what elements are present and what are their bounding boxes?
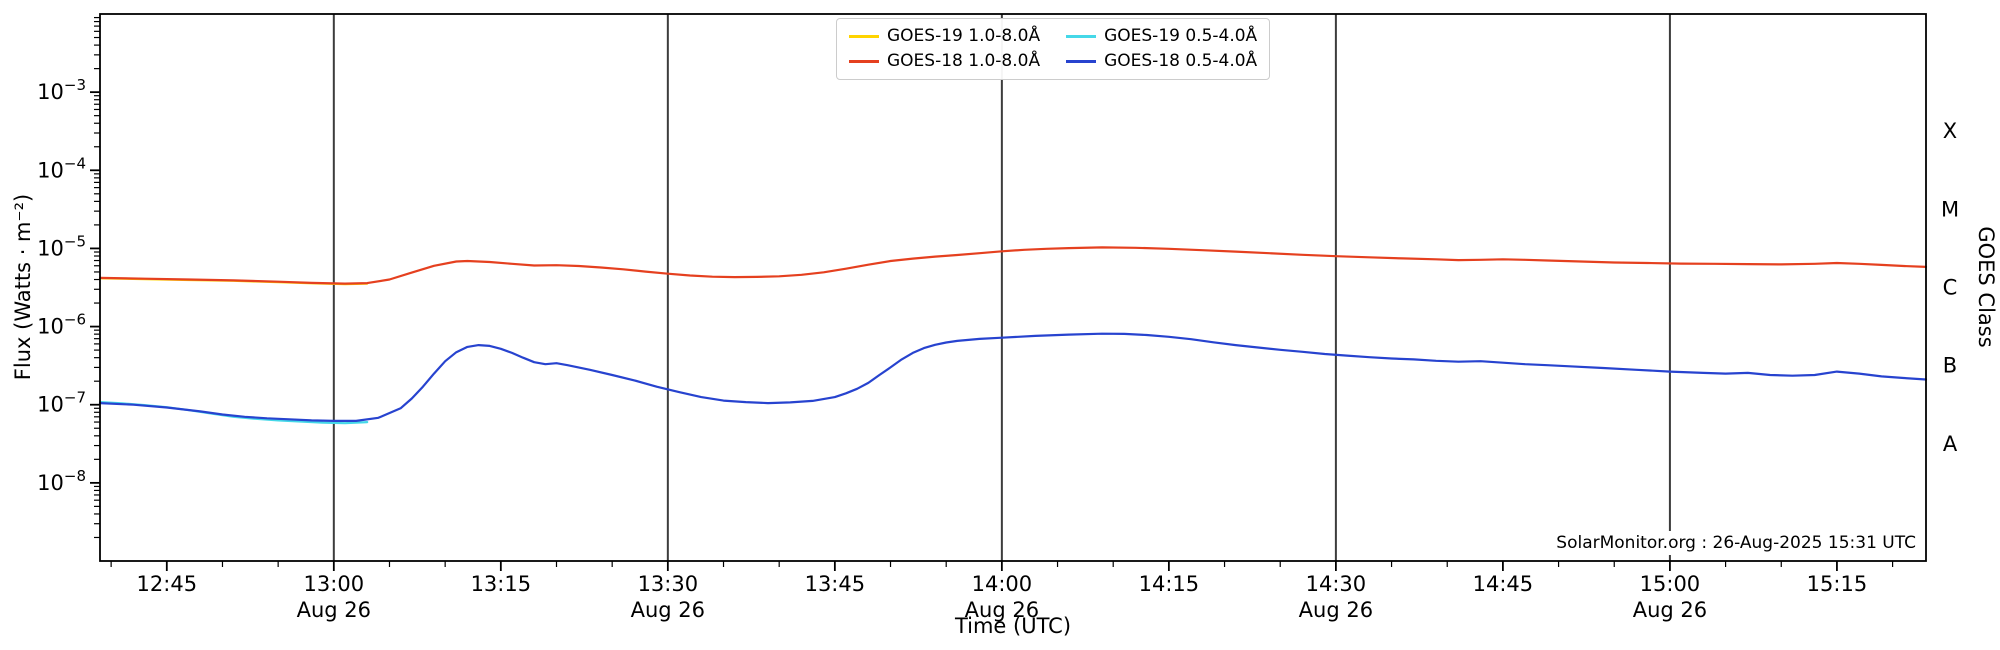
x-tick-label: 15:00 [1640, 572, 1701, 596]
x-tick-sublabel: Aug 26 [1633, 598, 1707, 622]
legend-label-goes18-short: GOES-18 0.5-4.0Å [1104, 51, 1258, 72]
y-tick-label: 10−7 [37, 389, 86, 417]
y-axis-label: Flux (Watts · m⁻²) [11, 193, 35, 381]
goes-class-label-B: B [1943, 354, 1957, 378]
source-annotation: SolarMonitor.org : 26-Aug-2025 15:31 UTC [1550, 531, 1922, 555]
x-tick-sublabel: Aug 26 [965, 598, 1039, 622]
legend-swatch-goes18-long [849, 60, 879, 64]
x-tick-label: 14:15 [1139, 572, 1200, 596]
x-tick-label: 13:30 [638, 572, 699, 596]
x-tick-label: 13:45 [805, 572, 866, 596]
x-tick-sublabel: Aug 26 [1299, 598, 1373, 622]
series-line-GOES-18 1.0-8.0Å [98, 246, 1928, 285]
legend-swatch-goes19-long [849, 34, 879, 38]
legend-swatch-goes18-short [1066, 60, 1097, 64]
goes-class-label-A: A [1943, 432, 1958, 456]
x-tick-label: 15:15 [1807, 572, 1868, 596]
x-axis-label: Time (UTC) [954, 614, 1072, 638]
legend-swatch-goes19-short [1066, 34, 1097, 38]
goes-class-label-X: X [1943, 119, 1957, 143]
series-line-GOES-18 0.5-4.0Å [98, 332, 1928, 422]
x-tick-label: 14:30 [1306, 572, 1367, 596]
plot-frame [99, 13, 1927, 562]
right-axis-label: GOES Class [1974, 226, 1998, 348]
legend-item-goes18-short: GOES-18 0.5-4.0Å [1066, 51, 1257, 71]
x-tick-sublabel: Aug 26 [297, 598, 371, 622]
legend-item-goes19-long: GOES-19 1.0-8.0Å [849, 26, 1040, 46]
legend-label-goes19-short: GOES-19 0.5-4.0Å [1104, 26, 1258, 46]
x-tick-sublabel: Aug 26 [631, 598, 705, 622]
legend-item-goes18-long: GOES-18 1.0-8.0Å [849, 51, 1040, 71]
legend-label-goes19-long: GOES-19 1.0-8.0Å [887, 26, 1041, 46]
x-tick-label: 12:45 [137, 572, 198, 596]
x-tick-label: 14:45 [1473, 572, 1534, 596]
legend-item-goes19-short: GOES-19 0.5-4.0Å [1066, 26, 1257, 46]
x-tick-label: 14:00 [972, 572, 1033, 596]
legend-label-goes18-long: GOES-18 1.0-8.0Å [887, 51, 1041, 72]
x-tick-label: 13:00 [304, 572, 365, 596]
chart-legend: GOES-19 1.0-8.0Å GOES-19 0.5-4.0Å GOES-1… [836, 18, 1271, 80]
x-tick-label: 13:15 [471, 572, 532, 596]
goes-class-label-M: M [1941, 197, 1959, 221]
goes-class-label-C: C [1943, 276, 1958, 300]
